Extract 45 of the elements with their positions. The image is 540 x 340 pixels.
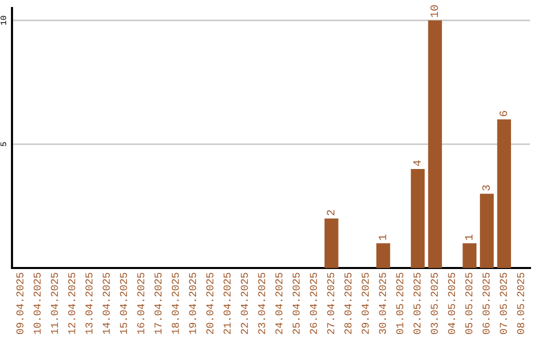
bar [462,243,476,268]
x-tick-label: 25.04.2025 [292,272,300,334]
x-tick-label: 05.05.2025 [465,272,472,334]
x-tick-label: 22.04.2025 [240,272,248,334]
data-label: 1 [465,234,472,240]
bar [376,243,390,268]
x-tick-label: 21.04.2025 [224,272,231,334]
x-tick-label: 03.05.2025 [430,272,438,334]
x-tick-label: 02.05.2025 [413,272,421,334]
x-tick-label: 04.05.2025 [448,272,456,334]
x-tick-label: 16.04.2025 [137,272,144,334]
x-tick-label: 14.04.2025 [102,272,110,334]
x-tick-label: 10.04.2025 [34,272,41,334]
x-tick-label: 09.04.2025 [16,272,24,334]
data-label: 1 [378,234,386,240]
x-tick-label: 23.04.2025 [258,272,266,334]
x-tick-label: 18.04.2025 [172,272,179,334]
x-tick-label: 15.04.2025 [120,272,128,334]
data-label: 2 [326,210,334,216]
y-tick-label: 5 [0,142,6,146]
data-label: 3 [482,185,490,191]
data-label: 4 [413,160,421,166]
x-tick-label: 28.04.2025 [344,272,352,334]
x-tick-label: 29.04.2025 [362,272,369,334]
x-tick-label: 12.04.2025 [68,272,76,334]
x-tick-label: 06.05.2025 [482,272,490,334]
x-tick-label: 08.05.2025 [517,272,524,334]
x-tick-label: 27.04.2025 [327,272,334,334]
bar [410,168,425,268]
x-tick-label: 24.04.2025 [275,272,282,334]
x-tick-label: 07.05.2025 [500,272,507,334]
x-tick-label: 26.04.2025 [310,272,317,334]
bar [428,20,442,268]
bar [497,119,512,268]
x-tick-label: 01.05.2025 [396,272,404,334]
bar [480,194,494,268]
x-tick-label: 19.04.2025 [189,272,196,334]
bar [324,218,338,268]
x-tick-label: 13.04.2025 [85,272,92,334]
x-tick-label: 30.04.2025 [378,272,386,334]
data-label: 10 [430,5,438,18]
data-label: 6 [500,111,508,116]
x-tick-label: 17.04.2025 [154,272,162,334]
x-tick-label: 11.04.2025 [50,272,58,334]
x-tick-label: 20.04.2025 [206,272,214,334]
